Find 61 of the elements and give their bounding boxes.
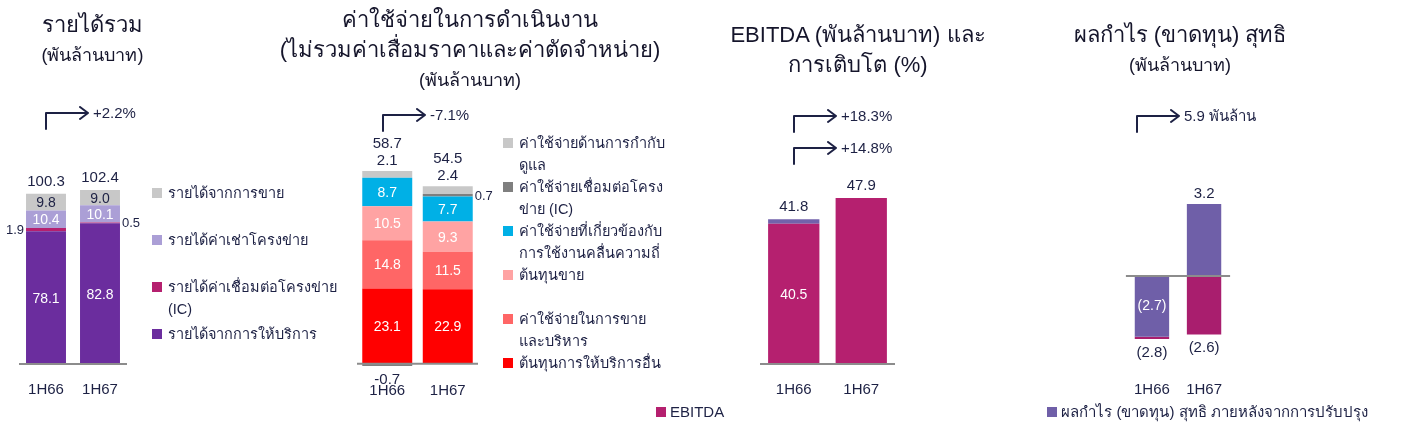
data-label: (2.7) [1137, 297, 1167, 314]
x-tick-label: 1H67 [82, 380, 118, 398]
x-tick-label: 1H67 [429, 381, 466, 399]
data-label: 3.2 [1193, 184, 1215, 201]
total-label: 100.3 [27, 171, 65, 189]
data-label: 2.1 [376, 151, 398, 168]
legend-label: ค่าใช้จ่ายในการขายและบริหาร [519, 310, 647, 351]
data-label: 9.3 [438, 228, 458, 245]
legend-label: ค่าใช้จ่ายด้านการกำกับดูแล [519, 134, 666, 176]
chart-title: รายได้รวม [41, 11, 144, 39]
data-label: 10.5 [373, 215, 402, 232]
chart-subtitle: (พันล้านบาท) [418, 69, 522, 92]
data-label: 8.7 [377, 184, 398, 200]
chart-subtitle: (พันล้านบาท) [40, 44, 145, 67]
x-tick-label: 1H67 [843, 380, 880, 398]
data-label: 9.8 [36, 194, 56, 211]
chart-title: ผลกำไร (ขาดทุน) สุทธิ [1072, 21, 1288, 50]
x-tick-label: 1H66 [28, 380, 64, 398]
text: +18.3% [841, 107, 893, 124]
legend-label: รายได้จากการขาย [168, 184, 284, 203]
chart-subtitle: (พันล้านบาท) [1128, 54, 1232, 77]
legend-label: ค่าใช้จ่ายเชื่อมต่อโครงข่าย (IC) [519, 176, 664, 219]
legend-label: ต้นทุนขาย [519, 266, 584, 286]
data-label: 9.0 [90, 189, 110, 206]
legend-label: รายได้จากการให้บริการ [168, 325, 317, 344]
data-label: 78.1 [32, 289, 60, 306]
text: -7.1% [430, 106, 470, 123]
data-label: 82.8 [86, 285, 114, 302]
legend-label: ค่าใช้จ่ายที่เกี่ยวข้องกับการใช้งานคลื่นความถี่ [519, 220, 663, 263]
data-label: 2.4 [437, 166, 459, 184]
chart-title: ค่าใช้จ่ายในการดำเนินงาน (ไม่รวมค่าเสื่อมราคาและค่าตัดจำหน่าย) [278, 6, 662, 64]
data-label: 10.4 [32, 211, 60, 228]
data-label: 1.9 [5, 222, 25, 238]
data-label: 14.8 [373, 256, 402, 273]
x-tick-label: 1H66 [775, 380, 812, 398]
data-label: 22.9 [434, 318, 462, 335]
legend-label: ต้นทุนการให้บริการอื่น [519, 352, 661, 374]
text: +2.2% [93, 104, 136, 121]
chart-title: EBITDA (พันล้านบาท) และ การเติบโต (%) [729, 21, 987, 79]
x-tick-label: 1H66 [1134, 380, 1170, 398]
total-label: (2.8) [1136, 343, 1168, 360]
data-label: 10.1 [86, 205, 114, 222]
data-label: 0.5 [121, 215, 141, 231]
data-label: (2.6) [1188, 337, 1220, 355]
x-tick-label: 1H67 [1186, 380, 1222, 398]
data-label: 11.5 [434, 262, 462, 279]
data-label: 0.7 [474, 187, 493, 203]
total-label: 47.9 [846, 176, 876, 193]
total-label: 54.5 [433, 149, 463, 167]
text: +14.8% [841, 139, 893, 156]
total-label: 102.4 [81, 168, 119, 185]
data-label: 7.7 [438, 200, 458, 217]
data-label: 40.5 [780, 285, 808, 302]
legend-label: รายได้ค่าเชื่อมต่อโครงข่าย (IC) [168, 276, 338, 319]
legend-label: EBITDA [670, 402, 725, 422]
total-label: 58.7 [372, 134, 402, 151]
text: 5.9 พันล้าน [1184, 107, 1257, 124]
legend-label: ผลกำไร (ขาดทุน) สุทธิ ภายหลังจากการปรับปรุง [1061, 402, 1368, 423]
total-label: 41.8 [779, 197, 809, 215]
legend-label: รายได้ค่าเช่าโครงข่าย [168, 231, 308, 250]
data-label: 23.1 [373, 318, 402, 335]
